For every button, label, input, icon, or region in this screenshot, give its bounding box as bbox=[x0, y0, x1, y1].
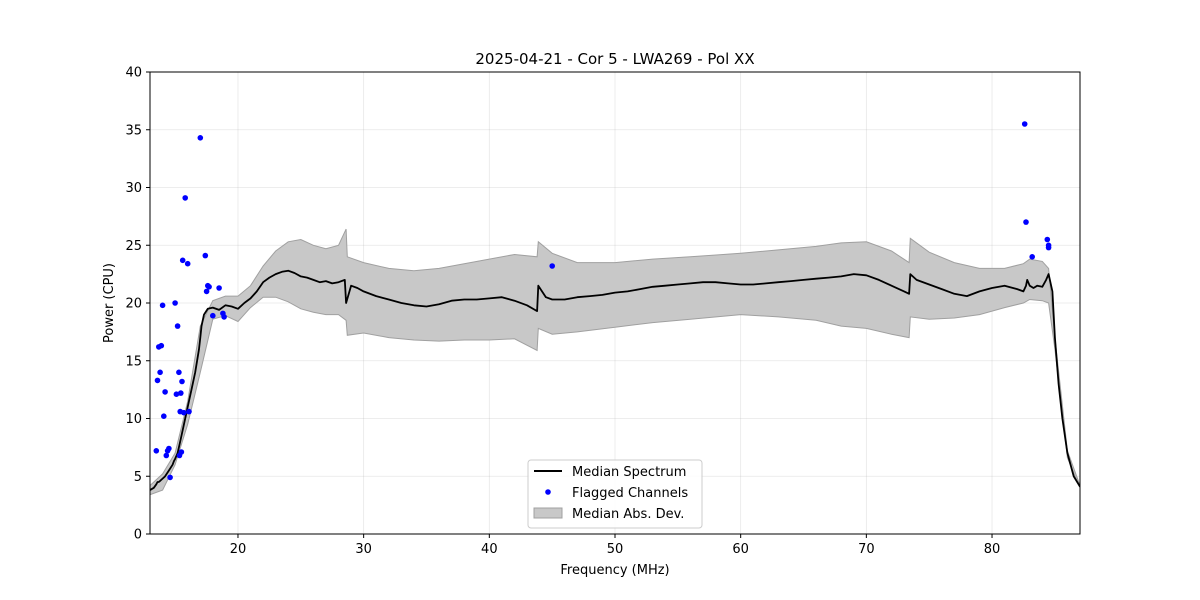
flagged-point bbox=[1023, 219, 1029, 225]
flagged-point bbox=[178, 390, 184, 396]
flagged-point bbox=[198, 135, 204, 141]
legend-point-swatch bbox=[545, 489, 551, 495]
flagged-point bbox=[1045, 237, 1051, 243]
chart: 20 30 40 50 60 70 80 0 5 10 15 20 25 30 35 40 2025-04-… bbox=[0, 0, 1200, 600]
flagged-point bbox=[1046, 245, 1052, 251]
flagged-point bbox=[176, 370, 182, 376]
flagged-point bbox=[159, 343, 165, 349]
flagged-point bbox=[155, 378, 161, 384]
y-tick-label: 0 bbox=[134, 528, 142, 543]
flagged-point bbox=[162, 389, 168, 395]
y-axis-label: Power (CPU) bbox=[102, 263, 117, 343]
flagged-point bbox=[185, 261, 191, 267]
flagged-point bbox=[179, 379, 185, 385]
x-tick-label: 60 bbox=[732, 542, 749, 557]
flagged-point bbox=[182, 195, 188, 201]
flagged-point bbox=[210, 313, 216, 319]
flagged-point bbox=[1029, 254, 1035, 260]
flagged-point bbox=[157, 370, 163, 376]
flagged-point bbox=[167, 475, 173, 481]
flagged-point bbox=[166, 446, 172, 452]
flagged-point bbox=[161, 413, 167, 419]
y-tick-label: 10 bbox=[125, 412, 142, 427]
y-tick-label: 25 bbox=[125, 239, 142, 254]
legend: Median Spectrum Flagged Channels Median … bbox=[528, 460, 702, 528]
x-tick-label: 50 bbox=[607, 542, 624, 557]
y-tick-label: 35 bbox=[125, 123, 142, 138]
flagged-point bbox=[206, 284, 212, 290]
legend-median: Median Spectrum bbox=[572, 465, 686, 480]
flagged-point bbox=[160, 303, 166, 309]
flagged-point bbox=[1022, 121, 1028, 127]
x-tick-label: 80 bbox=[984, 542, 1001, 557]
x-axis-label: Frequency (MHz) bbox=[560, 563, 669, 578]
flagged-point bbox=[549, 263, 555, 269]
flagged-point bbox=[203, 253, 209, 259]
chart-title: 2025-04-21 - Cor 5 - LWA269 - Pol XX bbox=[475, 50, 754, 68]
x-axis-ticks: 20 30 40 50 60 70 80 bbox=[230, 534, 1001, 557]
flagged-point bbox=[221, 314, 227, 320]
flagged-point bbox=[164, 453, 170, 459]
x-tick-label: 30 bbox=[355, 542, 372, 557]
y-tick-label: 30 bbox=[125, 181, 142, 196]
flagged-point bbox=[186, 409, 192, 415]
y-tick-label: 15 bbox=[125, 354, 142, 369]
x-tick-label: 70 bbox=[858, 542, 875, 557]
flagged-point bbox=[216, 285, 222, 291]
y-tick-label: 5 bbox=[134, 470, 142, 485]
y-tick-label: 20 bbox=[125, 297, 142, 312]
y-axis-ticks: 0 5 10 15 20 25 30 35 40 bbox=[125, 66, 150, 543]
legend-flagged: Flagged Channels bbox=[572, 486, 688, 501]
legend-mad: Median Abs. Dev. bbox=[572, 507, 684, 522]
legend-band-swatch bbox=[534, 508, 562, 518]
x-tick-label: 40 bbox=[481, 542, 498, 557]
flagged-point bbox=[179, 449, 185, 455]
x-tick-label: 20 bbox=[230, 542, 247, 557]
flagged-point bbox=[154, 448, 160, 454]
flagged-point bbox=[175, 323, 181, 329]
y-tick-label: 40 bbox=[125, 66, 142, 81]
flagged-point bbox=[180, 258, 186, 264]
flagged-point bbox=[172, 300, 178, 306]
flagged-point bbox=[181, 410, 187, 416]
